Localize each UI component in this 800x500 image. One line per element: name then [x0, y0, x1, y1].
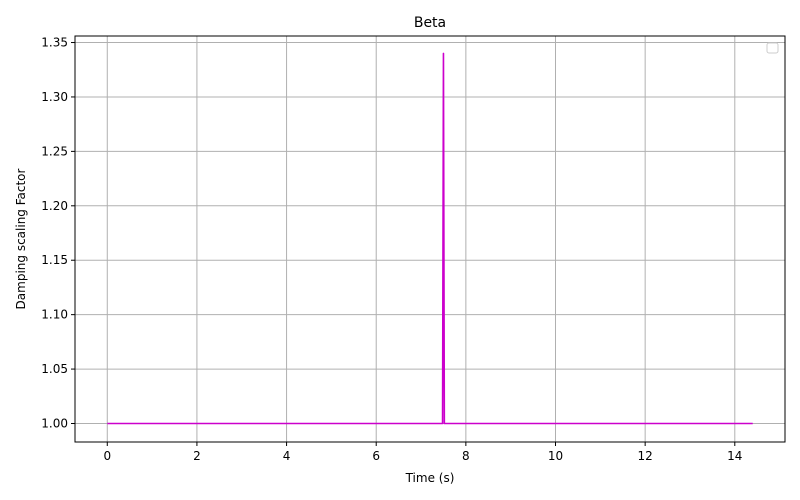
series-line [107, 52, 753, 425]
chart-title: Beta [414, 15, 446, 31]
y-tick-label: 1.35 [41, 36, 68, 50]
y-tick-label: 1.15 [41, 253, 68, 267]
y-tick-label: 1.30 [41, 90, 68, 104]
grid [75, 36, 785, 442]
y-axis-label: Damping scaling Factor [14, 168, 28, 309]
y-tick-label: 1.00 [41, 416, 68, 430]
plot-frame [74, 35, 786, 443]
x-tick-label: 8 [462, 449, 470, 463]
series-group [107, 52, 753, 425]
x-axis-label: Time (s) [405, 471, 455, 485]
y-tick-label: 1.05 [41, 362, 68, 376]
x-tick-label: 12 [638, 449, 653, 463]
x-tick-label: 4 [283, 449, 291, 463]
y-axis: 1.00 1.05 1.10 1.15 1.20 1.25 1.30 1.35 [41, 36, 75, 430]
x-axis: 0 2 4 6 8 10 12 14 [103, 442, 742, 463]
x-tick-label: 0 [103, 449, 111, 463]
y-tick-label: 1.10 [41, 308, 68, 322]
x-tick-label: 14 [727, 449, 742, 463]
y-tick-label: 1.25 [41, 144, 68, 158]
x-tick-label: 6 [372, 449, 380, 463]
legend-box [766, 42, 779, 54]
y-tick-label: 1.20 [41, 199, 68, 213]
x-tick-label: 2 [193, 449, 201, 463]
x-tick-label: 10 [548, 449, 563, 463]
